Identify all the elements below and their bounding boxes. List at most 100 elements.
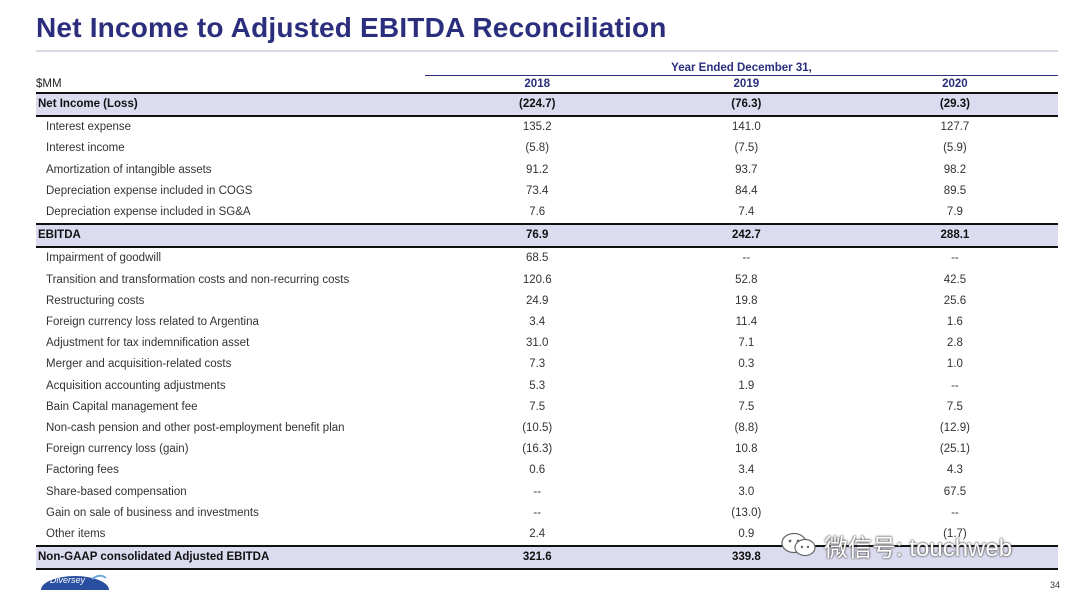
value-cell-2020: 98.2 — [943, 163, 967, 176]
value-cell-2020: 1.0 — [946, 358, 963, 371]
table-row: Gain on sale of business and investments… — [36, 503, 1058, 524]
value-cell-2020: -- — [951, 379, 959, 392]
value-cell-2020: 7.5 — [946, 400, 963, 413]
value-cell-2020: -- — [951, 506, 959, 519]
row-label: Factoring fees — [46, 464, 119, 477]
value-cell-2020: 89.5 — [943, 184, 967, 197]
year-header-2018: 2018 — [524, 78, 550, 90]
company-logo: Diversey — [40, 573, 110, 590]
value-cell-2018: 31.0 — [526, 337, 549, 350]
subtotal-row: Non-GAAP consolidated Adjusted EBITDA 321… — [36, 545, 1058, 571]
value-cell-2020: (12.9) — [939, 422, 970, 435]
table-header-row: $MM 2018 2019 2020 — [36, 77, 1058, 93]
value-cell-2020: 42.5 — [943, 273, 967, 286]
value-cell-2018: 3.4 — [529, 316, 546, 329]
unit-label: $MM — [36, 78, 62, 90]
row-label: Depreciation expense included in SG&A — [46, 206, 251, 219]
row-label: Gain on sale of business and investments — [46, 506, 259, 519]
value-cell-2019: 3.0 — [738, 485, 755, 498]
value-cell-2019: 141.0 — [731, 121, 761, 134]
value-cell-2019: (8.8) — [734, 422, 759, 435]
value-cell-2018: (5.8) — [525, 142, 550, 155]
table-row: Share-based compensation -- 3.0 67.5 — [36, 482, 1058, 503]
value-cell-2018: 5.3 — [529, 379, 546, 392]
value-cell-2020: 67.5 — [943, 485, 967, 498]
row-label: Adjustment for tax indemnification asset — [46, 337, 250, 350]
value-cell-2019: 93.7 — [735, 163, 758, 176]
row-label: Foreign currency loss related to Argenti… — [46, 316, 259, 329]
table-body: Net Income (Loss) (224.7) (76.3) (29.3) Inte… — [36, 91, 1058, 571]
row-label: Non-GAAP consolidated Adjusted EBITDA — [36, 545, 434, 571]
row-label: Interest income — [46, 142, 125, 155]
row-label: Net Income (Loss) — [36, 91, 434, 118]
value-cell-2020: 288.1 — [851, 223, 1058, 249]
diversey-logo-icon — [41, 574, 109, 590]
value-cell-2020: (25.1) — [939, 443, 970, 456]
value-cell-2019: 11.4 — [735, 316, 758, 329]
value-cell-2019: 242.7 — [640, 223, 852, 249]
table-row: Depreciation expense included in SG&A 7.6… — [36, 202, 1058, 224]
year-header-2019: 2019 — [733, 78, 760, 90]
value-cell-2019: 1.9 — [738, 379, 755, 392]
value-cell-2019: (7.5) — [734, 142, 759, 155]
value-cell-2020: 1.6 — [946, 316, 963, 329]
row-label: EBITDA — [36, 223, 434, 249]
table-row: Other items 2.4 0.9 (1.7) — [36, 524, 1058, 546]
table-row: Bain Capital management fee 7.5 7.5 7.5 — [36, 397, 1058, 418]
row-label: Impairment of goodwill — [46, 252, 162, 265]
value-cell-2020: 25.6 — [943, 294, 967, 307]
year-header-2020: 2020 — [942, 78, 968, 90]
value-cell-2019: 52.8 — [735, 273, 758, 286]
value-cell-2018: (10.5) — [522, 422, 553, 435]
value-cell-2019: 10.8 — [735, 443, 758, 456]
value-cell-2018: 7.3 — [529, 358, 546, 371]
value-cell-2018: 2.4 — [529, 528, 546, 541]
value-cell-2019: 0.3 — [738, 358, 755, 371]
row-label: Share-based compensation — [46, 485, 187, 498]
value-cell-2019: 7.5 — [738, 400, 755, 413]
table-row: Adjustment for tax indemnification asset… — [36, 333, 1058, 354]
table-row: Non-cash pension and other post-employme… — [36, 418, 1058, 439]
page-title: Net Income to Adjusted EBITDA Reconcilia… — [36, 12, 667, 43]
value-cell-2018: 135.2 — [522, 121, 552, 134]
value-cell-2018: 120.6 — [522, 273, 552, 286]
row-label: Bain Capital management fee — [46, 400, 198, 413]
title-divider — [36, 50, 1058, 52]
reconciliation-table: $MM 2018 2019 2020 Net Income (Loss) (224… — [36, 77, 1058, 571]
table-row: Foreign currency loss related to Argenti… — [36, 312, 1058, 333]
value-cell-2018: 0.6 — [529, 464, 546, 477]
value-cell-2020: 2.8 — [946, 337, 963, 350]
row-label: Merger and acquisition-related costs — [46, 358, 232, 371]
page-number: 34 — [1049, 580, 1060, 590]
value-cell-2019: -- — [742, 252, 751, 265]
watermark-text: 微信号: touchweb — [824, 534, 1013, 562]
value-cell-2020: (1.7) — [943, 528, 967, 541]
value-cell-2020: 4.3 — [946, 464, 963, 477]
value-cell-2018: -- — [533, 506, 542, 519]
row-label: Transition and transformation costs and … — [46, 273, 350, 286]
value-cell-2018: 73.4 — [526, 184, 549, 197]
value-cell-2018: 76.9 — [433, 223, 641, 249]
value-cell-2019: 7.4 — [738, 206, 755, 219]
value-cell-2019: 84.4 — [735, 184, 758, 197]
table-row: Amortization of intangible assets 91.2 93.… — [36, 160, 1058, 181]
period-header: Year Ended December 31, — [671, 62, 812, 74]
value-cell-2020: 127.7 — [940, 121, 970, 134]
value-cell-2018: 68.5 — [526, 252, 549, 265]
table-row: Merger and acquisition-related costs 7.3 0… — [36, 354, 1058, 375]
value-cell-2020: 7.9 — [946, 206, 963, 219]
table-row: Interest income (5.8) (7.5) (5.9) — [36, 138, 1058, 159]
table-row: Impairment of goodwill 68.5 -- -- — [36, 247, 1058, 269]
value-cell-2019: 0.9 — [738, 528, 755, 541]
value-cell-2018: 7.5 — [529, 400, 546, 413]
row-label: Interest expense — [46, 121, 132, 134]
table-row: Restructuring costs 24.9 19.8 25.6 — [36, 291, 1058, 312]
value-cell-2018: (16.3) — [522, 443, 553, 456]
value-cell-2018: 91.2 — [526, 163, 549, 176]
watermark: 微信号: touchweb — [780, 530, 1013, 562]
value-cell-2018: 321.6 — [433, 545, 641, 571]
table-row: Transition and transformation costs and … — [36, 270, 1058, 291]
period-header-rule — [425, 75, 1058, 76]
value-cell-2018: 7.6 — [529, 206, 546, 219]
value-cell-2019: 7.1 — [738, 337, 755, 350]
